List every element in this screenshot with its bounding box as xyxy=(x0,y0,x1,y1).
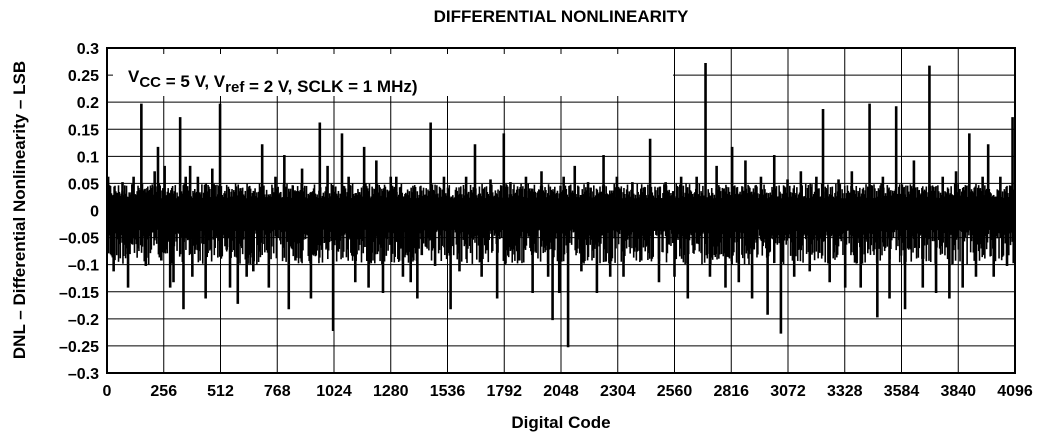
x-tick-label: 768 xyxy=(264,383,291,400)
y-tick-label: –0.3 xyxy=(68,366,99,383)
annotation-box xyxy=(113,54,673,96)
x-tick-label: 2560 xyxy=(657,383,693,400)
x-axis-label: Digital Code xyxy=(511,413,610,432)
x-tick-label: 4096 xyxy=(997,383,1033,400)
x-tick-label: 512 xyxy=(207,383,234,400)
x-tick-label: 3328 xyxy=(827,383,863,400)
x-tick-label: 3584 xyxy=(884,383,920,400)
conditions-annotation: VCC = 5 V, Vref = 2 V, SCLK = 1 MHz) xyxy=(128,67,418,96)
x-tick-label: 256 xyxy=(150,383,177,400)
y-tick-label: 0.05 xyxy=(68,176,99,193)
x-tick-label: 1280 xyxy=(373,383,409,400)
x-tick-label: 2304 xyxy=(600,383,636,400)
y-tick-label: 0.3 xyxy=(77,41,99,58)
x-tick-label: 1792 xyxy=(486,383,522,400)
plot-area xyxy=(107,62,1015,348)
x-tick-label: 3072 xyxy=(770,383,806,400)
x-tick-label: 0 xyxy=(103,383,112,400)
x-tick-label: 2816 xyxy=(713,383,749,400)
y-tick-labels: 0.3 0.25 0.2 0.15 0.1 0.05 0 –0.05 –0.1 –0.15 –0.2… xyxy=(59,41,99,383)
x-tick-label: 2048 xyxy=(543,383,579,400)
y-tick-label: 0.25 xyxy=(68,68,99,85)
y-tick-label: –0.25 xyxy=(59,339,99,356)
plot-frame xyxy=(106,47,1016,374)
y-tick-label: 0.2 xyxy=(77,95,99,112)
y-tick-label: 0.1 xyxy=(77,149,99,166)
x-tick-label: 1024 xyxy=(316,383,352,400)
x-tick-label: 3840 xyxy=(940,383,976,400)
y-tick-label: 0 xyxy=(90,204,99,221)
y-tick-label: –0.15 xyxy=(59,285,99,302)
x-tick-label: 1536 xyxy=(430,383,466,400)
dnl-series xyxy=(107,62,1015,348)
x-tick-labels: 0 256 512 768 1024 1280 1536 1792 2048 2304 2560 28… xyxy=(103,383,1033,400)
y-tick-label: –0.1 xyxy=(68,258,99,275)
chart-title: DIFFERENTIAL NONLINEARITY xyxy=(434,7,689,26)
y-tick-label: –0.05 xyxy=(59,231,99,248)
y-tick-label: –0.2 xyxy=(68,312,99,329)
y-tick-label: 0.15 xyxy=(68,122,99,139)
y-axis-label: DNL – Differential Nonlinearity – LSB xyxy=(10,61,29,359)
